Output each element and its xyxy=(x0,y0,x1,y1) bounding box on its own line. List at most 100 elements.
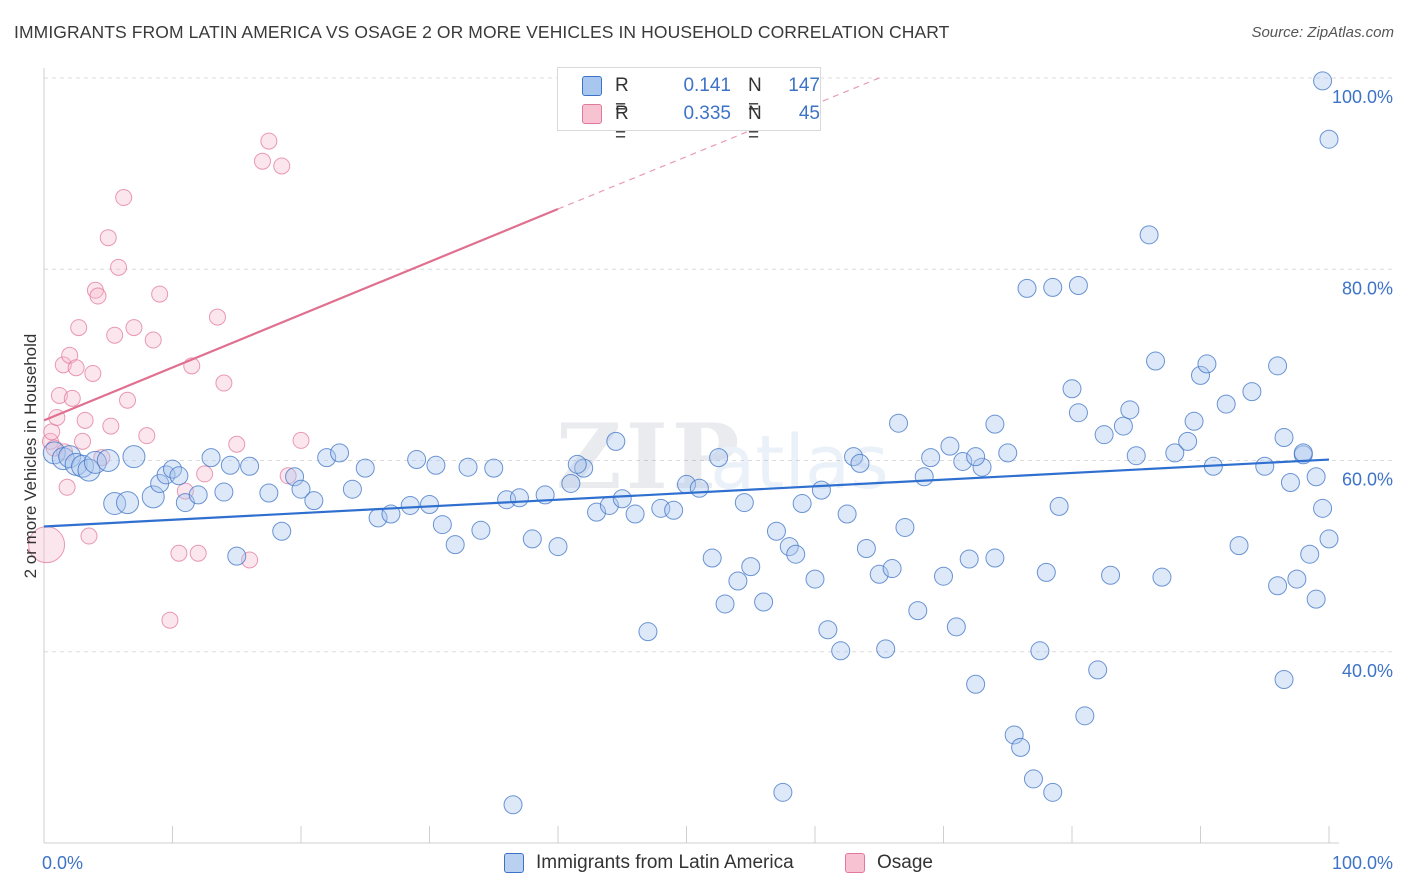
latin-america-point xyxy=(1197,354,1217,374)
x-tick-label: 0.0% xyxy=(42,853,83,873)
latin-america-point xyxy=(561,473,581,493)
latin-america-point xyxy=(1191,365,1210,385)
latin-america-point xyxy=(709,448,729,468)
grid-lines xyxy=(44,77,1392,653)
osage-point xyxy=(119,391,137,409)
latin-america-point xyxy=(169,466,189,486)
tick-labels: 40.0% 60.0% 80.0% 100.0% 0.0% 100.0% xyxy=(42,87,1393,873)
latin-america-point xyxy=(141,485,165,509)
latin-america-point xyxy=(400,495,420,515)
latin-america-point xyxy=(1268,356,1288,376)
osage-point xyxy=(106,326,124,344)
latin-america-point xyxy=(811,480,831,500)
osage-point xyxy=(63,389,81,407)
latin-america-point xyxy=(908,601,928,621)
latin-america-point xyxy=(484,458,504,478)
latin-america-point xyxy=(1280,472,1300,492)
latin-america-point xyxy=(1146,351,1166,371)
latin-america-point xyxy=(1023,769,1043,789)
y-tick-label: 60.0% xyxy=(1342,470,1393,490)
latin-america-point xyxy=(1120,400,1140,420)
latin-america-point xyxy=(304,491,324,511)
osage-point xyxy=(189,544,207,562)
latin-america-point xyxy=(773,782,793,802)
osage-point xyxy=(125,319,143,337)
latin-america-point xyxy=(1268,576,1288,596)
latin-america-point xyxy=(103,492,127,516)
latin-america-point xyxy=(1049,496,1069,516)
osage-point xyxy=(70,319,88,337)
latin-america-point xyxy=(1030,641,1050,661)
source-credit: Source: ZipAtlas.com xyxy=(1251,24,1394,41)
latin-america-point xyxy=(1043,277,1063,297)
latin-america-point xyxy=(1306,467,1326,487)
latin-america-point xyxy=(998,443,1018,463)
latin-america-point xyxy=(58,445,82,469)
osage-point xyxy=(93,449,111,467)
n-value: 45 xyxy=(798,103,820,124)
osage-point xyxy=(208,308,226,326)
latin-america-point xyxy=(259,483,279,503)
osage-points xyxy=(28,132,310,629)
latin-america-point xyxy=(77,458,101,482)
latin-america-point xyxy=(1274,669,1294,689)
latin-america-point xyxy=(1306,589,1326,609)
blue-swatch xyxy=(582,76,602,96)
osage-point xyxy=(58,478,76,496)
osage-point xyxy=(292,431,310,449)
latin-america-point xyxy=(1017,278,1037,298)
latin-america-point xyxy=(1126,446,1146,466)
latin-america-point xyxy=(272,521,292,541)
latin-america-point xyxy=(1094,425,1114,445)
osage-point xyxy=(115,189,133,207)
latin-america-point xyxy=(831,641,851,661)
legend-label: Immigrants from Latin America xyxy=(536,852,794,873)
watermark-atlas: atlas xyxy=(710,420,889,506)
latin-america-point xyxy=(1274,428,1294,448)
osage-point xyxy=(80,527,98,545)
latin-america-point xyxy=(1088,660,1108,680)
pink-swatch xyxy=(582,104,602,124)
latin-america-points xyxy=(42,71,1339,815)
latin-america-point xyxy=(1004,725,1024,745)
latin-america-point xyxy=(953,451,973,471)
latin-america-point xyxy=(420,494,439,514)
latin-america-point xyxy=(220,455,240,475)
r-value: 0.141 xyxy=(683,75,731,96)
latin-america-point xyxy=(1300,544,1320,564)
latin-america-point xyxy=(689,478,709,498)
x-tick-label: 100.0% xyxy=(1332,853,1393,873)
latin-america-point xyxy=(1184,411,1204,431)
latin-america-point xyxy=(1068,403,1088,423)
y-tick-label: 40.0% xyxy=(1342,661,1393,681)
latin-america-point xyxy=(1139,225,1159,245)
n-value: 147 xyxy=(788,75,820,96)
latin-america-point xyxy=(921,448,941,468)
osage-point xyxy=(76,411,94,429)
osage-point xyxy=(273,157,291,175)
latin-america-point xyxy=(214,482,234,502)
latin-america-point xyxy=(503,795,523,815)
latin-america-point xyxy=(342,479,362,499)
latin-america-point xyxy=(116,491,140,515)
n-label: N = xyxy=(748,75,762,118)
latin-america-point xyxy=(458,457,478,477)
latin-america-point xyxy=(702,548,722,568)
latin-america-point xyxy=(1287,569,1307,589)
r-label: R = xyxy=(615,75,629,118)
latin-america-point xyxy=(1043,782,1063,802)
latin-america-point xyxy=(1165,443,1185,463)
latin-america-point xyxy=(71,454,95,478)
osage-point xyxy=(74,432,92,450)
latin-america-point xyxy=(1293,443,1313,463)
stats-legend: R = 0.141 N = 147 R = 0.335 N = 45 xyxy=(557,67,821,146)
latin-america-point xyxy=(96,449,120,472)
latin-america-point xyxy=(355,458,375,478)
osage-trend-line xyxy=(43,207,559,422)
osage-trend-extension xyxy=(557,77,880,210)
osage-point xyxy=(110,258,128,276)
latin-america-point xyxy=(895,517,915,537)
osage-point xyxy=(50,386,68,404)
latin-america-point xyxy=(1036,562,1056,582)
